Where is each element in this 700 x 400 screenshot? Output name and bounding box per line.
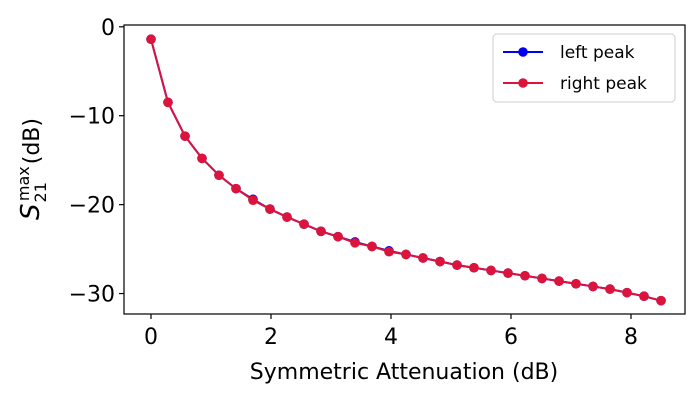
- data-point-right-peak: [265, 204, 275, 214]
- data-point-right-peak: [588, 281, 598, 292]
- data-point-right-peak: [520, 270, 530, 281]
- data-point-right-peak: [231, 183, 241, 194]
- data-point-right-peak: [367, 241, 377, 252]
- data-point-right-peak: [316, 226, 326, 237]
- y-label-unit: (dB): [20, 118, 45, 164]
- data-point-right-peak: [435, 256, 445, 267]
- data-point-right-peak: [554, 276, 564, 286]
- y-tick-label: −10: [69, 105, 115, 130]
- data-point-right-peak: [469, 262, 479, 273]
- data-point-right-peak: [503, 268, 513, 278]
- legend-marker-left-peak: [518, 47, 528, 57]
- data-point-right-peak: [282, 212, 292, 222]
- data-point-right-peak: [384, 246, 394, 257]
- y-label-subscript: 21: [31, 182, 50, 202]
- data-point-right-peak: [418, 253, 428, 263]
- plot-frame: [123, 24, 686, 315]
- legend-label-right-peak: right peak: [560, 74, 647, 94]
- data-point-right-peak: [197, 153, 207, 164]
- data-point-right-peak: [537, 273, 547, 284]
- data-point-right-peak: [571, 278, 581, 289]
- series-layer: [146, 34, 666, 306]
- x-tick-label: 0: [144, 325, 158, 350]
- data-point-right-peak: [622, 287, 632, 298]
- data-point-right-peak: [605, 284, 615, 294]
- x-axis-ticks: 0 2 4 6 8: [144, 314, 638, 350]
- data-point-right-peak: [299, 219, 309, 229]
- data-point-right-peak: [163, 97, 173, 108]
- data-point-right-peak: [452, 260, 462, 270]
- legend-marker-right-peak: [518, 78, 528, 88]
- x-axis-label: Symmetric Attenuation (dB): [250, 360, 558, 385]
- data-point-right-peak: [333, 231, 343, 242]
- svg-text:S21max(dB): S21max (dB): [14, 118, 50, 220]
- data-point-right-peak: [350, 238, 360, 248]
- legend-label-left-peak: left peak: [560, 43, 635, 63]
- data-point-right-peak: [146, 34, 156, 45]
- data-point-right-peak: [401, 249, 411, 260]
- y-axis-label: S21max (dB): [14, 118, 50, 220]
- x-tick-label: 2: [264, 325, 278, 350]
- y-tick-label: 0: [101, 16, 115, 41]
- x-tick-label: 4: [384, 325, 398, 350]
- data-point-right-peak: [180, 131, 190, 141]
- x-tick-label: 8: [624, 325, 638, 350]
- y-axis-ticks: 0 −10 −20 −30: [69, 16, 124, 308]
- data-point-right-peak: [248, 195, 258, 205]
- data-point-right-peak: [486, 265, 496, 276]
- y-label-symbol: S: [16, 203, 46, 220]
- data-point-right-peak: [656, 295, 666, 306]
- legend-entry-right-peak: right peak: [503, 74, 647, 94]
- legend: left peak right peak: [492, 33, 676, 103]
- series-right-peak: [146, 34, 666, 306]
- y-tick-label: −30: [69, 283, 115, 308]
- x-tick-label: 6: [504, 325, 518, 350]
- data-point-right-peak: [214, 170, 224, 181]
- legend-entry-left-peak: left peak: [503, 43, 635, 63]
- y-label-superscript: max: [14, 166, 33, 201]
- data-point-right-peak: [639, 291, 649, 302]
- y-tick-label: −20: [69, 194, 115, 219]
